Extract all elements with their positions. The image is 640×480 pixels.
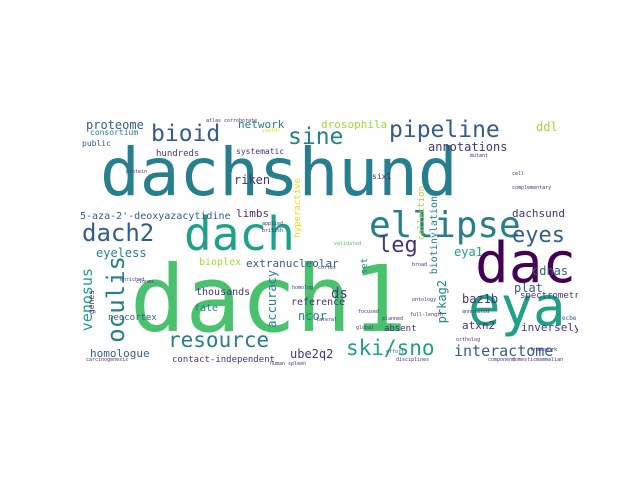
word-annotations: annotations <box>428 140 508 154</box>
word-annotated: annotated <box>462 309 490 315</box>
word-reference: reference <box>291 297 346 308</box>
word-mutant: mutant <box>470 153 489 159</box>
word-genes: genes <box>87 290 96 315</box>
word-limbs: limbs <box>236 207 270 220</box>
word-dach1: dach1 <box>130 246 407 353</box>
word-broad: broad <box>412 262 428 268</box>
word-homolog: homolog <box>292 285 314 291</box>
word-ddl: ddl <box>536 120 558 134</box>
word-dac: dac <box>475 231 577 296</box>
word-cdnas: cdnas <box>532 264 569 278</box>
word-leg: leg <box>378 233 418 258</box>
word-enriched: enriched <box>120 277 145 283</box>
word-ds: ds <box>331 286 348 302</box>
word-bioid: bioid <box>151 121 221 147</box>
word-pipeline: pipeline <box>389 118 500 143</box>
word-disciplines: disciplines <box>396 357 430 363</box>
word-dachshund: dachshund <box>100 134 458 211</box>
word-ube2q2: ube2q2 <box>290 347 334 361</box>
word-sine: sine <box>288 124 344 150</box>
word-dach2: dach2 <box>82 219 155 247</box>
word-component: component <box>488 357 516 363</box>
word-contact-independent: contact-independent <box>172 355 275 365</box>
word-hyperactive: hyperactive <box>293 178 303 238</box>
word-focused: focused <box>358 309 380 315</box>
word-dach: dach <box>184 207 295 261</box>
word-fate: fate <box>194 303 219 314</box>
word-planned: planned <box>382 316 404 322</box>
word-biotinylation: biotinylation <box>429 196 440 275</box>
word-lateral: lateral <box>316 317 338 323</box>
word-eya: eya <box>468 275 566 338</box>
word-full-length: full-length <box>410 312 444 318</box>
word-ecbe: ecbe <box>562 315 577 322</box>
word-ontology: ontology <box>412 297 437 303</box>
word-consortium: consortium <box>90 128 139 137</box>
word-deoxy: 5-aza-2'-deoxyazacytidine <box>80 211 231 222</box>
word-set: set <box>360 258 370 275</box>
word-cell: cell <box>512 171 525 177</box>
word-validated: validated <box>334 241 362 247</box>
word-collection: collection <box>417 186 427 241</box>
word-dachsund: dachsund <box>512 207 565 220</box>
word-public: public <box>82 139 111 148</box>
word-clones: clones <box>136 279 155 285</box>
word-systematic: systematic <box>236 147 285 156</box>
word-drosophila: drosophila <box>321 118 388 131</box>
word-yields: yields <box>262 128 281 134</box>
word-protein: protein <box>126 169 148 175</box>
word-domestic: domestic <box>512 357 537 363</box>
word-interactome: interactome <box>454 342 554 360</box>
word-effort: effort <box>386 349 405 355</box>
word-spectrometry: spectrometry <box>520 291 578 301</box>
word-atxn2: atxn2 <box>462 319 496 332</box>
word-thousands: thousands <box>196 287 251 298</box>
word-network: network <box>238 118 285 131</box>
word-ortholog: ortholog <box>456 337 481 343</box>
word-bioplex: bioplex <box>199 257 242 268</box>
word-framework: framework <box>530 347 558 353</box>
word-neocortex: neocortex <box>108 313 157 323</box>
word-eya1: eya1 <box>454 245 483 259</box>
word-oculis: oculis <box>102 256 130 343</box>
word-mammalian: mammalian <box>536 357 564 363</box>
word-complementary: complementary <box>512 185 552 191</box>
word-corroborate: corroborate <box>224 118 258 124</box>
word-proteome: proteome <box>86 118 144 132</box>
word-british: british <box>262 228 284 234</box>
word-plat: plat <box>514 281 543 295</box>
word-inversely: inversely <box>521 321 578 334</box>
word-six1: six1 <box>372 172 392 181</box>
word-cloud: dachshund dach1 dach eya dac ellipse pip… <box>76 118 578 369</box>
word-eyes: eyes <box>512 223 565 248</box>
word-cortex: cortex <box>318 265 337 271</box>
word-hundreds: hundreds <box>156 149 200 159</box>
word-baz1b: baz1b <box>462 292 499 306</box>
word-human-spleen: human spleen <box>270 361 307 367</box>
word-ncor: ncor <box>298 309 327 323</box>
word-applied: applied <box>262 221 284 227</box>
word-carcinogenesis: carcinogenesis <box>86 357 129 363</box>
word-resource: resource <box>168 328 270 352</box>
word-global: global <box>356 325 375 331</box>
word-riken: riken <box>234 173 271 187</box>
word-ellipse: ellipse <box>369 205 521 246</box>
word-accuracy: accuracy <box>265 270 279 328</box>
word-ski-sno: ski/sno <box>346 336 435 360</box>
word-absent: absent <box>384 324 417 334</box>
word-extranucleolar: extranucleolar <box>246 257 339 270</box>
word-eyeless: eyeless <box>96 246 147 260</box>
word-atlas: atlas <box>206 118 222 124</box>
word-homologue: homologue <box>90 347 150 360</box>
